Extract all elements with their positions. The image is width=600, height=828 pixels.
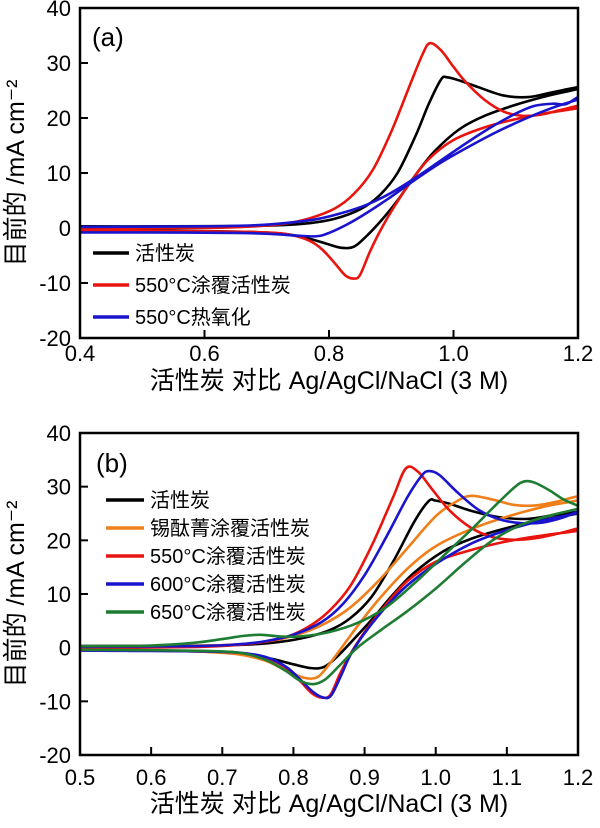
legend-item: 650°C涂覆活性炭 <box>106 601 306 624</box>
y-tick-label: 40 <box>47 0 71 21</box>
x-tick-label: 1.2 <box>563 765 594 790</box>
legend-label: 550°C热氧化 <box>135 306 251 329</box>
x-tick-label: 1.0 <box>438 341 469 366</box>
legend-label: 活性炭 <box>150 489 210 512</box>
x-tick-label: 0.7 <box>207 765 238 790</box>
chart-panel-b: 0.5 0.6 0.7 0.8 0.9 1.0 1.1 1.2 -20 -10 0 10 20 30 40 (… <box>2 421 594 818</box>
legend-label: 550°C涂覆活性炭 <box>150 545 306 568</box>
y-tick-label: 20 <box>47 106 71 131</box>
x-tick-label: 1.0 <box>420 765 451 790</box>
plot-frame <box>78 431 580 757</box>
x-tick-label: 0.8 <box>314 341 345 366</box>
legend-label: 650°C涂覆活性炭 <box>150 601 306 624</box>
curve-b-2 <box>79 465 579 700</box>
x-tick-label: 0.6 <box>189 341 220 366</box>
y-tick-label: -10 <box>39 689 71 714</box>
legend-label: 活性炭 <box>135 242 195 265</box>
curve-a-2 <box>79 95 579 238</box>
plot-frame <box>78 6 580 340</box>
x-tick-label: 1.1 <box>492 765 523 790</box>
y-tick-label: 0 <box>59 216 71 241</box>
x-axis-title: 活性炭 对比 Ag/AgCl/NaCl (3 M) <box>150 367 508 395</box>
panel-label: (a) <box>92 22 124 52</box>
y-tick-label: 0 <box>59 636 71 661</box>
x-tick-label: 0.4 <box>65 341 96 366</box>
y-tick-label: 10 <box>47 582 71 607</box>
legend-item: 550°C涂覆活性炭 <box>93 274 291 297</box>
chart-panel-a: 0.4 0.6 0.8 1.0 1.2 -20 -10 0 10 20 30 40 (a) 活性炭 对比 … <box>2 0 594 395</box>
curve-b-4 <box>79 479 579 686</box>
legend-item: 600°C涂覆活性炭 <box>106 573 306 596</box>
y-tick-label: 30 <box>47 51 71 76</box>
x-axis-title: 活性炭 对比 Ag/AgCl/NaCl (3 M) <box>150 790 508 818</box>
legend-item: 锡酞菁涂覆活性炭 <box>106 517 310 540</box>
curve-b-0 <box>79 498 579 670</box>
x-tick-label: 0.6 <box>136 765 167 790</box>
y-tick-label: -20 <box>39 326 71 351</box>
panel-label: (b) <box>96 448 128 478</box>
y-axis-title: 目前的 /mA cm⁻² <box>2 80 30 267</box>
y-tick-label: 40 <box>47 421 71 446</box>
y-tick-label: -10 <box>39 271 71 296</box>
legend-item: 550°C涂覆活性炭 <box>106 545 306 568</box>
y-tick-label: 30 <box>47 475 71 500</box>
legend-label: 锡酞菁涂覆活性炭 <box>150 517 310 540</box>
legend-label: 600°C涂覆活性炭 <box>150 573 306 596</box>
legend-item: 550°C热氧化 <box>93 306 251 329</box>
curve-a-0 <box>79 75 579 250</box>
x-tick-label: 0.8 <box>278 765 309 790</box>
x-tick-label: 1.2 <box>563 341 594 366</box>
y-tick-label: 20 <box>47 528 71 553</box>
y-tick-label: -20 <box>39 743 71 768</box>
x-tick-label: 0.9 <box>349 765 380 790</box>
legend-item: 活性炭 <box>106 489 210 512</box>
y-axis-title: 目前的 /mA cm⁻² <box>2 501 30 688</box>
curve-b-3 <box>79 469 579 700</box>
legend-label: 550°C涂覆活性炭 <box>135 274 291 297</box>
legend-item: 活性炭 <box>93 242 195 265</box>
y-tick-label: 10 <box>47 161 71 186</box>
x-tick-label: 0.5 <box>65 765 96 790</box>
